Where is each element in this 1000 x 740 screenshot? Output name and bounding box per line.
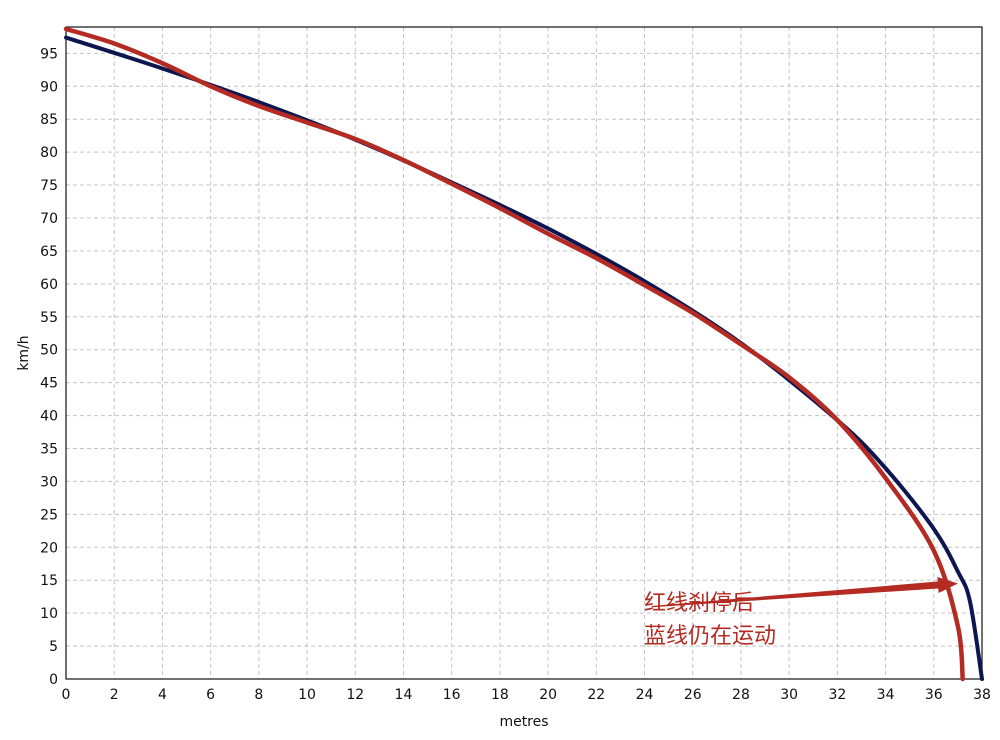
y-tick-label: 45 <box>40 376 58 392</box>
y-tick-label: 15 <box>40 573 58 589</box>
y-tick-label: 95 <box>40 46 58 62</box>
y-tick-label: 40 <box>40 409 58 425</box>
x-tick-label: 24 <box>636 687 654 703</box>
x-tick-label: 34 <box>877 687 895 703</box>
x-tick-label: 2 <box>110 687 119 703</box>
x-tick-label: 32 <box>828 687 846 703</box>
series-line-1 <box>64 35 984 681</box>
x-axis-label: metres <box>499 714 548 730</box>
y-tick-label: 90 <box>40 79 58 95</box>
x-tick-label: 30 <box>780 687 798 703</box>
y-tick-label: 35 <box>40 441 58 457</box>
y-tick-label: 65 <box>40 244 58 260</box>
y-tick-label: 60 <box>40 277 58 293</box>
x-tick-label: 14 <box>395 687 413 703</box>
x-tick-label: 4 <box>158 687 167 703</box>
y-axis-label: km/h <box>16 335 32 370</box>
x-tick-label: 6 <box>206 687 215 703</box>
x-tick-label: 36 <box>925 687 943 703</box>
y-tick-label: 20 <box>40 540 58 556</box>
x-tick-label: 28 <box>732 687 750 703</box>
x-tick-label: 22 <box>587 687 605 703</box>
y-tick-label: 55 <box>40 310 58 326</box>
y-tick-label: 25 <box>40 507 58 523</box>
x-tick-label: 10 <box>298 687 316 703</box>
plot-frame <box>65 26 983 680</box>
y-tick-label: 50 <box>40 343 58 359</box>
y-tick-label: 70 <box>40 211 58 227</box>
annotation-line-2: 蓝线仍在运动 <box>644 624 776 649</box>
y-tick-label: 85 <box>40 112 58 128</box>
y-tick-label: 30 <box>40 474 58 490</box>
series-line-2 <box>63 26 965 682</box>
y-tick-label: 10 <box>40 606 58 622</box>
x-tick-label: 8 <box>254 687 263 703</box>
y-tick-label: 5 <box>49 639 58 655</box>
x-tick-label: 20 <box>539 687 557 703</box>
x-tick-label: 38 <box>973 687 991 703</box>
ticks: 0 2 4 6 8 10 12 14 16 18 20 22 24 26 28 30 32 34 36 3805101… <box>40 46 991 703</box>
series <box>63 26 984 682</box>
y-tick-label: 75 <box>40 178 58 194</box>
x-tick-label: 16 <box>443 687 461 703</box>
x-tick-label: 12 <box>346 687 364 703</box>
annotation-arrow <box>651 577 958 608</box>
y-tick-label: 80 <box>40 145 58 161</box>
x-tick-label: 18 <box>491 687 509 703</box>
annotations: 红线刹停后 蓝线仍在运动 <box>644 577 958 649</box>
y-tick-label: 0 <box>49 672 58 688</box>
grid <box>66 27 982 679</box>
x-tick-label: 0 <box>62 687 71 703</box>
x-tick-label: 26 <box>684 687 702 703</box>
